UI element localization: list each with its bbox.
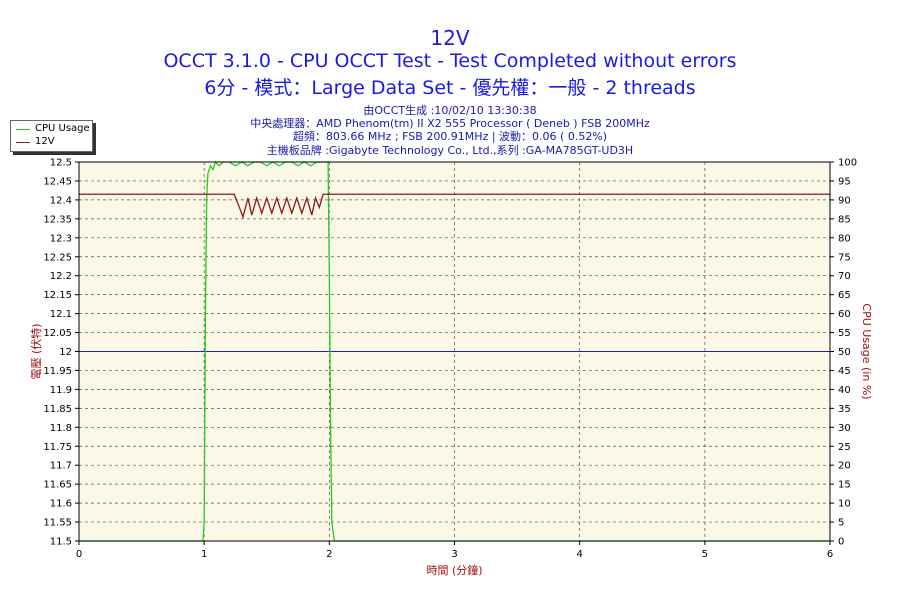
y-tick-label-right: 25 <box>838 442 851 453</box>
y-tick-label-right: 90 <box>838 195 851 206</box>
y-tick-label-right: 60 <box>838 309 851 320</box>
y-tick-label-left: 11.7 <box>50 461 72 472</box>
y-tick-label-left: 12.05 <box>43 328 72 339</box>
y-tick-label-left: 11.75 <box>43 442 72 453</box>
y-tick-label-right: 15 <box>838 480 851 491</box>
legend: CPU Usage 12V <box>10 120 93 152</box>
cpu-info: 中央處理器：AMD Phenom(tm) II X2 555 Processor… <box>250 117 650 130</box>
y-tick-label-left: 12.35 <box>43 214 72 225</box>
motherboard-info: 主機板品牌 :Gigabyte Technology Co., Ltd.,系列 … <box>266 144 634 157</box>
legend-label-12v: 12V <box>35 136 55 147</box>
x-tick-label: 4 <box>576 549 582 560</box>
x-axis-label: 時間 (分鐘) <box>426 563 482 577</box>
y-tick-label-right: 55 <box>838 328 851 339</box>
y-tick-label-left: 12.25 <box>43 252 72 263</box>
overclock-info: 超頻：803.66 MHz ; FSB 200.91MHz | 波動：0.06 … <box>292 130 608 143</box>
grid-lines <box>79 162 830 541</box>
y-tick-label-left: 11.85 <box>43 404 72 415</box>
y-tick-label-right: 45 <box>838 366 851 377</box>
y-tick-label-right: 10 <box>838 499 851 510</box>
y-tick-label-right: 35 <box>838 404 851 415</box>
y-tick-label-left: 11.55 <box>43 518 72 529</box>
chart-title: 12V <box>430 26 470 50</box>
y-tick-label-left: 12.4 <box>50 195 72 206</box>
y-tick-label-left: 12.5 <box>50 158 72 169</box>
y-tick-label-left: 11.65 <box>43 480 72 491</box>
y-tick-label-right: 0 <box>838 537 844 548</box>
series-line-12v <box>79 193 830 220</box>
y-tick-label-right: 80 <box>838 233 851 244</box>
chart-test-settings: 6分 - 模式：Large Data Set - 優先權：一般 - 2 thre… <box>204 77 696 99</box>
x-tick-label: 3 <box>451 549 457 560</box>
x-tick-label: 5 <box>702 549 708 560</box>
y-tick-label-left: 11.9 <box>50 385 72 396</box>
y-tick-label-left: 12.45 <box>43 176 72 187</box>
y-tick-label-left: 11.6 <box>50 499 72 510</box>
y-tick-label-left: 11.5 <box>50 537 72 548</box>
y-tick-label-right: 100 <box>838 158 857 169</box>
chart-subtitle: OCCT 3.1.0 - CPU OCCT Test - Test Comple… <box>163 50 737 72</box>
generated-timestamp: 由OCCT生成 :10/02/10 13:30:38 <box>363 104 537 117</box>
y-axis-label-left: 電壓 (伏特) <box>29 323 43 379</box>
legend-label-cpu-usage: CPU Usage <box>35 123 90 134</box>
y-tick-label-right: 20 <box>838 461 851 472</box>
x-tick-label: 1 <box>201 549 207 560</box>
y-tick-label-left: 12.3 <box>50 233 72 244</box>
y-axis-label-right: CPU Usage (in %) <box>860 303 873 399</box>
y-tick-label-left: 12.15 <box>43 290 72 301</box>
y-tick-label-right: 5 <box>838 518 844 529</box>
y-tick-label-right: 75 <box>838 252 851 263</box>
y-tick-label-left: 11.8 <box>50 423 72 434</box>
legend-swatch-12v <box>16 142 30 143</box>
x-tick-label: 2 <box>326 549 332 560</box>
y-tick-label-right: 85 <box>838 214 851 225</box>
y-tick-label-left: 11.95 <box>43 366 72 377</box>
y-tick-label-right: 95 <box>838 176 851 187</box>
y-tick-label-left: 12.2 <box>50 271 72 282</box>
y-tick-label-right: 30 <box>838 423 851 434</box>
y-tick-label-left: 12 <box>59 347 72 358</box>
y-tick-label-right: 65 <box>838 290 851 301</box>
y-tick-label-right: 50 <box>838 347 851 358</box>
x-tick-label: 6 <box>827 549 833 560</box>
legend-swatch-cpu-usage <box>16 129 30 130</box>
y-tick-label-left: 12.1 <box>50 309 72 320</box>
y-tick-label-right: 40 <box>838 385 851 396</box>
y-tick-label-right: 70 <box>838 271 851 282</box>
x-tick-label: 0 <box>76 549 82 560</box>
